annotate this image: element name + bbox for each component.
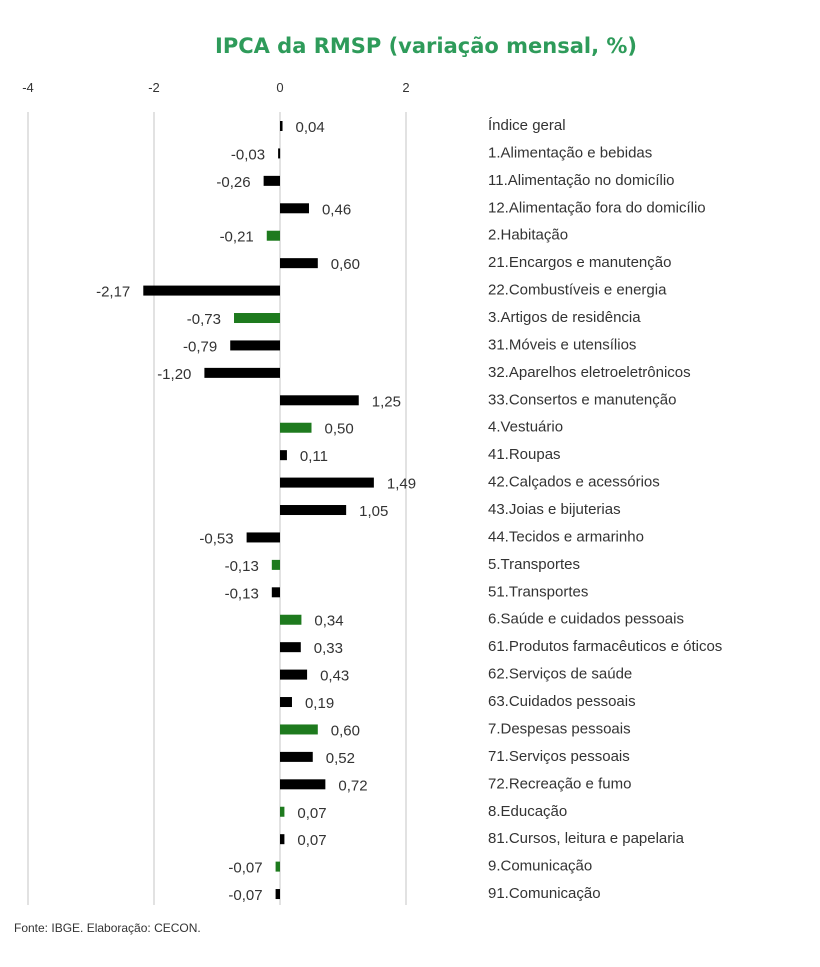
category-label: 71.Serviços pessoais <box>488 748 630 765</box>
data-label: 0,33 <box>314 640 343 657</box>
x-tick-label: -4 <box>22 80 34 95</box>
category-label: 63.Cuidados pessoais <box>488 693 636 710</box>
category-labels: Índice geral 1.Alimentação e bebidas 11.Al… <box>488 117 722 902</box>
data-label: -0,53 <box>199 530 233 547</box>
category-label: 31.Móveis e utensílios <box>488 336 636 353</box>
x-tick-label: 2 <box>402 80 409 95</box>
data-labels: 0,04 -0,03 -0,26 0,46 -0,21 0,60 -2,17 -0,73 -0,… <box>96 119 416 904</box>
category-label: 33.Consertos e manutenção <box>488 391 676 408</box>
bar <box>280 422 312 433</box>
bar <box>280 806 285 817</box>
bar <box>280 724 318 735</box>
data-label: -0,79 <box>183 338 217 355</box>
bar <box>280 477 374 488</box>
bar <box>278 148 281 159</box>
category-label: 4.Vestuário <box>488 419 563 436</box>
data-label: 0,11 <box>300 448 328 465</box>
bar <box>280 642 301 653</box>
bar <box>271 587 280 598</box>
bar <box>230 340 280 351</box>
bar <box>280 258 318 269</box>
bar <box>280 834 285 845</box>
bar <box>234 313 280 324</box>
data-label: 0,43 <box>320 668 349 685</box>
data-label: 0,46 <box>322 201 351 218</box>
category-label: 81.Cursos, leitura e papelaria <box>488 830 685 847</box>
bar <box>280 121 283 131</box>
category-label: 22.Combustíveis e energia <box>488 282 667 299</box>
category-label: 42.Calçados e acessórios <box>488 474 660 491</box>
category-label: 12.Alimentação fora do domicílio <box>488 199 706 216</box>
category-label: 8.Educação <box>488 803 567 820</box>
x-tick-label: -2 <box>148 80 160 95</box>
category-label: 32.Aparelhos eletroeletrônicos <box>488 364 691 381</box>
category-label: 51.Transportes <box>488 583 588 600</box>
bar <box>280 669 308 680</box>
category-label: 21.Encargos e manutenção <box>488 254 671 271</box>
bar <box>246 532 280 543</box>
bar <box>280 751 313 762</box>
data-label: 0,34 <box>314 613 343 630</box>
source-note: Fonte: IBGE. Elaboração: CECON. <box>14 921 201 935</box>
data-label: 0,04 <box>296 119 325 136</box>
data-label: -0,03 <box>231 146 265 163</box>
bar <box>271 559 280 570</box>
data-label: 0,60 <box>331 722 360 739</box>
data-label: 0,07 <box>297 832 326 849</box>
bar <box>280 450 287 461</box>
bar <box>280 203 309 214</box>
bars <box>143 121 374 900</box>
category-label: 62.Serviços de saúde <box>488 666 632 683</box>
category-label: 41.Roupas <box>488 446 561 463</box>
bar <box>263 175 280 186</box>
bar <box>280 614 302 625</box>
category-label: 11.Alimentação no domicílio <box>488 172 675 189</box>
data-label: -0,13 <box>225 585 259 602</box>
x-axis-ticks: -4 -2 0 2 <box>22 80 409 95</box>
category-label: Índice geral <box>488 117 566 134</box>
category-label: 7.Despesas pessoais <box>488 720 631 737</box>
category-label: 91.Comunicação <box>488 885 601 902</box>
data-label: 0,50 <box>325 421 354 438</box>
data-label: -0,13 <box>225 558 259 575</box>
data-label: -1,20 <box>157 366 191 383</box>
bar <box>266 230 280 241</box>
category-label: 3.Artigos de residência <box>488 309 641 326</box>
bar <box>275 889 280 900</box>
data-label: -0,07 <box>228 860 262 877</box>
category-label: 6.Saúde e cuidados pessoais <box>488 611 684 628</box>
data-label: 0,52 <box>326 750 355 767</box>
data-label: 1,25 <box>372 393 401 410</box>
category-label: 61.Produtos farmacêuticos e óticos <box>488 638 722 655</box>
bar <box>143 285 280 296</box>
bar <box>204 367 280 378</box>
chart-title: IPCA da RMSP (variação mensal, %) <box>215 34 637 58</box>
category-label: 5.Transportes <box>488 556 580 573</box>
x-tick-label: 0 <box>276 80 283 95</box>
data-label: 0,60 <box>331 256 360 273</box>
data-label: 1,49 <box>387 476 416 493</box>
data-label: -0,07 <box>228 887 262 904</box>
bar <box>275 861 280 872</box>
category-label: 43.Joias e bijuterias <box>488 501 621 518</box>
category-label: 72.Recreação e fumo <box>488 775 631 792</box>
bar <box>280 697 292 708</box>
bar <box>280 395 359 406</box>
category-label: 44.Tecidos e armarinho <box>488 528 644 545</box>
data-label: 1,05 <box>359 503 388 520</box>
data-label: 0,19 <box>305 695 334 712</box>
bar <box>280 779 326 790</box>
data-label: 0,72 <box>338 777 367 794</box>
category-label: 1.Alimentação e bebidas <box>488 144 652 161</box>
data-label: -2,17 <box>96 284 130 301</box>
category-label: 9.Comunicação <box>488 858 592 875</box>
category-label: 2.Habitação <box>488 227 568 244</box>
data-label: -0,21 <box>220 229 254 246</box>
bar <box>280 505 347 516</box>
data-label: 0,07 <box>297 805 326 822</box>
data-label: -0,26 <box>216 174 250 191</box>
data-label: -0,73 <box>187 311 221 328</box>
